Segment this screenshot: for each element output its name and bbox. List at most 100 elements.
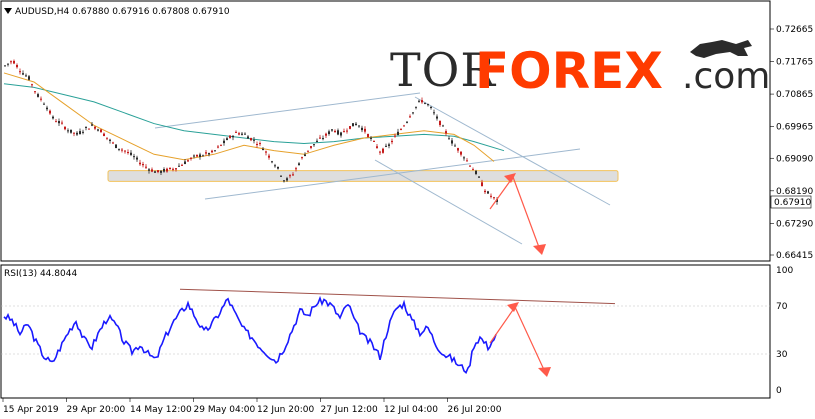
candle-body	[118, 148, 120, 150]
candle-body	[247, 136, 249, 139]
candle-body	[415, 106, 417, 108]
candle-body	[463, 157, 465, 159]
candle-body	[340, 132, 342, 136]
candle-body	[220, 144, 222, 146]
candle-body	[355, 123, 357, 126]
candle-body	[283, 180, 285, 182]
candle-body	[16, 64, 18, 68]
candle-body	[4, 65, 6, 67]
candle-body	[337, 130, 339, 135]
candle-body	[19, 71, 21, 73]
candle-body	[322, 138, 324, 140]
candle-body	[361, 127, 363, 131]
candle-body	[364, 128, 366, 132]
candle-body	[331, 129, 333, 131]
candle-body	[421, 100, 423, 103]
candle-body	[274, 165, 276, 167]
support-zone	[107, 170, 619, 182]
candle-body	[388, 144, 390, 146]
candle-body	[37, 94, 39, 97]
candle-body	[325, 133, 327, 136]
candle-body	[235, 131, 237, 133]
candle-body	[187, 160, 189, 162]
time-tick-label: 29 May 04:00	[194, 405, 256, 415]
rsi-header-text: RSI(13) 44.8044	[4, 269, 77, 279]
symbol-header: AUDUSD,H4 0.67880 0.67916 0.67808 0.6791…	[4, 7, 230, 17]
collapse-triangle-icon[interactable]	[4, 8, 12, 14]
candle-body	[427, 104, 429, 106]
candle-body	[328, 131, 330, 135]
candle-body	[481, 182, 483, 187]
time-tick-label: 27 Jun 12:00	[321, 405, 378, 415]
candle-body	[496, 199, 498, 202]
candle-body	[10, 61, 12, 63]
channel-upper-line	[154, 92, 421, 129]
candle-body	[142, 164, 144, 166]
candle-body	[334, 130, 336, 133]
candle-body	[379, 151, 381, 153]
channel-lower-line	[204, 148, 581, 200]
time-tick-label: 12 Jul 04:00	[384, 405, 438, 415]
candle-body	[109, 139, 111, 141]
candle-body	[469, 165, 471, 167]
candle-body	[484, 190, 486, 193]
channel-lines	[154, 92, 611, 245]
rsi-tick-label: 30	[776, 350, 788, 360]
rsi-arrow-up-line	[489, 306, 516, 344]
bull-icon	[690, 40, 752, 58]
candle-body	[310, 146, 312, 148]
candle-body	[319, 137, 321, 139]
candle-body	[304, 154, 306, 157]
rsi-tick-label: 70	[776, 302, 788, 312]
symbol-ohlc-text: AUDUSD,H4 0.67880 0.67916 0.67808 0.6791…	[15, 7, 230, 17]
arrow-up-line	[489, 176, 514, 210]
candles	[4, 59, 498, 205]
candle-body	[385, 145, 387, 147]
candle-body	[487, 191, 489, 194]
candle-body	[82, 131, 84, 133]
candle-body	[61, 122, 63, 124]
candle-body	[58, 121, 60, 124]
candle-body	[289, 175, 291, 177]
price-tick-label: 0.67290	[776, 219, 813, 229]
torforex-logo: TOR FOREX .com	[390, 40, 770, 100]
candle-body	[193, 155, 195, 157]
rsi-axis: 100 70 30 0	[1, 266, 793, 396]
candle-body	[214, 150, 216, 152]
candle-body	[211, 150, 213, 153]
candle-body	[79, 131, 81, 134]
rsi-line	[3, 295, 497, 374]
candle-body	[457, 148, 459, 151]
candle-body	[253, 139, 255, 141]
candle-body	[73, 132, 75, 134]
logo-forex: FOREX	[475, 42, 663, 100]
candle-body	[22, 73, 24, 75]
price-tick-label: 0.71765	[776, 58, 813, 68]
price-tick-label: 0.69090	[776, 154, 813, 164]
candle-body	[145, 166, 147, 168]
candle-body	[343, 131, 345, 133]
candle-body	[196, 154, 198, 157]
candle-body	[346, 130, 348, 132]
candle-body	[490, 195, 492, 197]
candle-body	[166, 168, 168, 172]
candle-body	[94, 126, 96, 129]
time-axis: 15 Apr 2019 29 Apr 20:00 14 May 12:00 29 Ma…	[2, 398, 502, 415]
candle-body	[91, 124, 93, 126]
candle-body	[262, 148, 264, 151]
candle-body	[232, 135, 234, 138]
rsi-arrow-up-head	[507, 302, 519, 312]
candle-body	[124, 150, 126, 152]
candle-body	[169, 167, 171, 170]
candle-body	[208, 153, 210, 155]
candle-body	[31, 84, 33, 86]
candle-body	[112, 142, 114, 144]
candle-body	[391, 140, 393, 143]
candle-body	[175, 168, 177, 170]
candle-body	[298, 163, 300, 166]
forecast-arrows	[489, 173, 546, 255]
candle-body	[376, 146, 378, 148]
price-panel	[0, 0, 771, 262]
candle-body	[367, 133, 369, 137]
candle-body	[154, 171, 156, 173]
